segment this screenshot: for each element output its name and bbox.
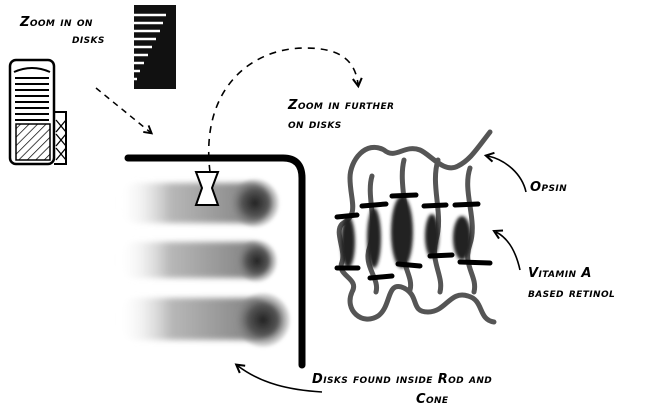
zoomed-disk-stack	[134, 5, 176, 89]
disks-label-line2: Cone	[416, 392, 449, 407]
dashed-arrow-zoom-further	[207, 47, 363, 173]
zoom-further-label-line1: Zoom in further	[288, 98, 395, 113]
opsin-arrow	[483, 151, 527, 193]
zoom-in-label-line2: disks	[72, 32, 105, 47]
membrane-bars	[334, 192, 493, 281]
vitamin-label-line1: Vitamin A	[528, 266, 592, 281]
zoom-in-label-line1: Zoom in on	[20, 15, 93, 30]
membrane-channel	[194, 171, 220, 206]
disks-arrow	[234, 363, 323, 393]
disk-row-1	[118, 179, 279, 227]
zoom-further-label-line2: on disks	[288, 117, 342, 132]
disk-row-3	[118, 293, 290, 347]
opsin-protein	[336, 129, 497, 325]
disks-label-line1: Disks found inside Rod and	[312, 372, 493, 387]
vitamin-arrow	[492, 229, 521, 271]
disk-row-2	[118, 240, 277, 282]
retinol-helices	[341, 196, 471, 268]
cell-membrane	[124, 154, 306, 369]
vitamin-label-line2: based retinol	[528, 286, 616, 301]
dashed-arrow-zoom-in	[95, 87, 154, 135]
opsin-label: Opsin	[530, 180, 568, 195]
rod-cell-sketch	[8, 58, 67, 166]
